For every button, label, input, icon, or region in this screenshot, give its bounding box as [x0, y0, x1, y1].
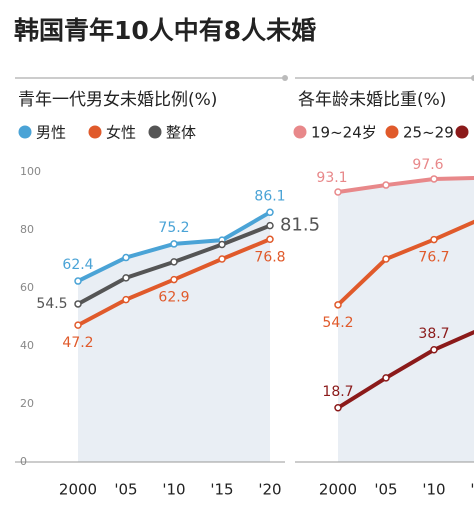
y-tick-label: 20 [20, 397, 34, 410]
legend-label: 女性 [106, 124, 136, 142]
value-label: 97.6 [412, 157, 443, 173]
value-label: 38.7 [418, 326, 449, 342]
y-tick-label: 40 [20, 339, 34, 352]
data-point [170, 258, 178, 266]
y-tick-label: 0 [20, 455, 27, 468]
data-point [122, 295, 130, 304]
data-point [218, 240, 226, 249]
value-label: 75.2 [158, 220, 189, 236]
legend-marker [148, 125, 162, 139]
y-tick-label: 100 [20, 165, 41, 178]
x-tick-label: '05 [114, 481, 137, 499]
x-tick-label: '05 [374, 481, 397, 499]
data-point [122, 274, 130, 282]
value-label: 76.8 [254, 249, 285, 265]
legend-label: 整体 [166, 124, 196, 142]
value-label: 76.7 [418, 250, 449, 266]
data-point [170, 240, 178, 248]
data-point [430, 235, 438, 244]
data-point [430, 346, 438, 354]
data-point [266, 208, 274, 217]
value-label: 47.2 [62, 335, 93, 351]
separator-dot [282, 75, 288, 81]
data-point [334, 301, 342, 309]
legend-marker [455, 125, 469, 139]
value-label: 86.1 [254, 188, 285, 204]
x-tick-label: 2000 [59, 481, 97, 499]
legend-marker [88, 125, 102, 139]
data-point [122, 253, 130, 262]
value-label: 54.5 [36, 296, 67, 312]
data-point [334, 188, 342, 196]
y-tick-label: 80 [20, 223, 34, 236]
legend-label: 19~24岁 [311, 124, 377, 142]
data-point [74, 277, 82, 285]
data-point [170, 275, 178, 284]
legend-marker [293, 125, 307, 139]
chart-title: 青年一代男女未婚比例(%) [18, 90, 217, 110]
legend-marker [385, 125, 399, 139]
data-point [430, 175, 438, 183]
data-point [382, 374, 390, 382]
data-point [218, 255, 226, 263]
value-label: 62.4 [62, 257, 93, 273]
x-tick-label: '10 [422, 481, 445, 499]
data-point [74, 321, 82, 329]
value-label: 54.2 [322, 315, 353, 331]
data-point [382, 181, 390, 189]
x-tick-label: '10 [162, 481, 185, 499]
data-point [266, 221, 274, 230]
data-point [382, 255, 390, 263]
data-point [74, 300, 82, 308]
x-tick-label: '15 [210, 481, 233, 499]
shaded-area [338, 177, 474, 462]
legend-label: 25~29 [403, 124, 454, 142]
legend-label: 男性 [36, 124, 66, 142]
data-point [266, 235, 274, 244]
legend-marker [18, 125, 32, 139]
x-tick-label: 2000 [319, 481, 357, 499]
x-tick-label: '15 [470, 481, 474, 499]
x-tick-label: '20 [258, 481, 281, 499]
value-label: 81.5 [280, 215, 320, 236]
value-label: 18.7 [322, 384, 353, 400]
y-tick-label: 60 [20, 281, 34, 294]
chart-title: 各年龄未婚比重(%) [298, 90, 446, 110]
data-point [334, 404, 342, 412]
main-title: 韩国青年10人中有8人未婚 [14, 16, 316, 45]
separator-dot [471, 75, 474, 81]
value-label: 62.9 [158, 290, 189, 306]
value-label: 93.1 [316, 170, 347, 186]
